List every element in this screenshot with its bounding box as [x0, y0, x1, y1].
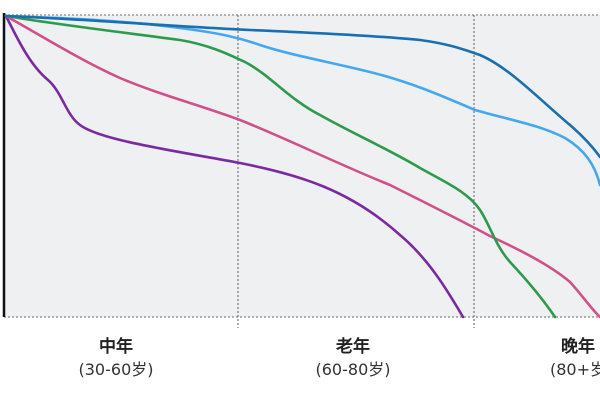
region-title: 老年: [335, 337, 370, 357]
series-purple: [4, 14, 465, 319]
series-pink: [4, 14, 600, 319]
region-title: 中年: [98, 337, 133, 357]
region-title: 晚年: [560, 337, 595, 357]
region-label-middle-age: 中年 (30-60岁): [79, 336, 154, 382]
region-label-late-age: 晚年 (80+岁: [550, 336, 600, 382]
region-range: (30-60岁): [78, 360, 154, 379]
region-label-old-age: 老年 (60-80岁): [316, 336, 391, 382]
series-green: [4, 14, 557, 319]
region-range: (60-80岁): [315, 360, 391, 379]
region-range: (80+岁: [549, 360, 600, 379]
series-dark-blue: [4, 14, 600, 159]
plot-background: [4, 15, 600, 317]
